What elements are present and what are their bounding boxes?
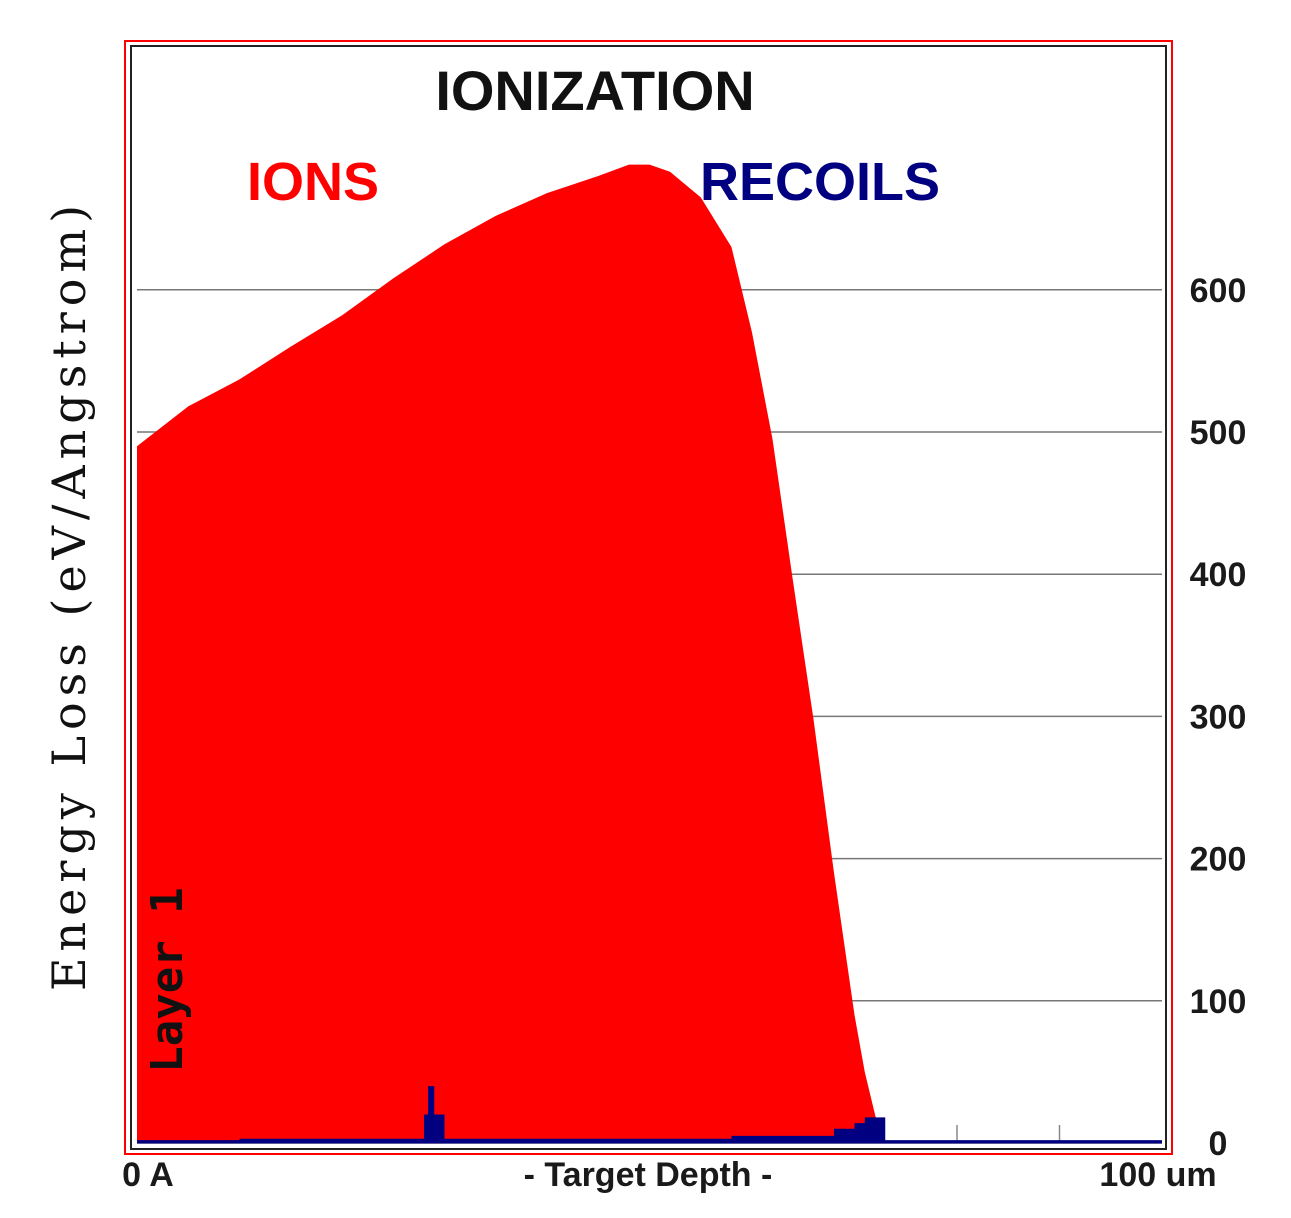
y-tick-label-100: 100 <box>1190 983 1247 1021</box>
x-axis-start-label: 0 A <box>122 1156 174 1194</box>
x-axis-label: - Target Depth - <box>524 1156 773 1194</box>
x-axis-end-label: 100 um <box>1099 1156 1216 1194</box>
y-axis-label: Energy Loss (eV/Angstrom) <box>42 199 96 991</box>
y-tick-label-400: 400 <box>1190 556 1247 594</box>
y-tick-label-600: 600 <box>1190 272 1247 310</box>
outer-frame <box>124 40 1173 1155</box>
ions-area <box>137 164 886 1143</box>
y-tick-labels: 0 100 200 300 400 500 600 <box>1190 272 1247 1163</box>
y-tick-label-300: 300 <box>1190 698 1247 736</box>
chart-title: IONIZATION <box>435 59 754 122</box>
y-tick-label-500: 500 <box>1190 414 1247 452</box>
plot-area-border <box>130 45 1167 1150</box>
legend-recoils: RECOILS <box>700 152 940 212</box>
legend-ions: IONS <box>247 152 379 212</box>
y-tick-label-0: 0 <box>1209 1125 1228 1163</box>
layer-label: Layer 1 <box>142 887 193 1072</box>
y-tick-label-200: 200 <box>1190 841 1247 879</box>
